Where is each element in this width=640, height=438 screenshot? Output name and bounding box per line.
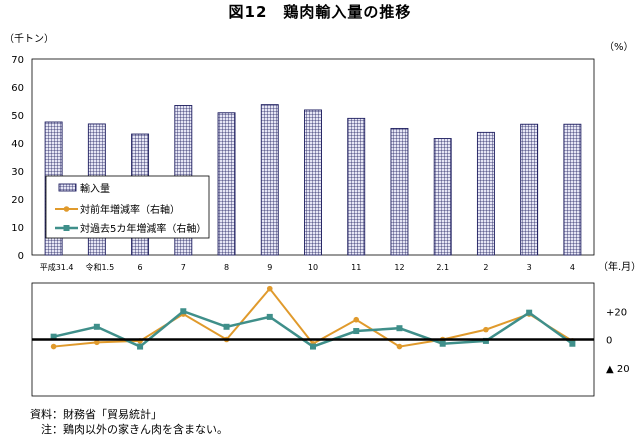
five-year-point (137, 343, 144, 350)
bar (476, 131, 495, 256)
legend-bar-label: 輸入量 (80, 182, 110, 195)
x-tick-label: 11 (351, 263, 361, 272)
legend-five-year-marker (63, 225, 70, 231)
y-tick-label: 20 (11, 195, 24, 206)
legend-yoy-label: 対前年増減率（右軸） (80, 203, 180, 216)
five-year-point (439, 340, 446, 347)
five-year-point (50, 333, 57, 340)
yoy-point (483, 326, 489, 333)
bar (390, 127, 409, 256)
x-tick-label: 8 (224, 263, 229, 272)
legend-yoy-marker (63, 206, 70, 212)
yoy-point (50, 343, 57, 350)
x-tick-label: 12 (394, 263, 404, 272)
y-tick-label: 30 (11, 167, 24, 178)
x-tick-label: 10 (308, 263, 318, 272)
five-year-point (482, 337, 489, 344)
x-tick-label: 令和1.5 (85, 262, 114, 272)
bar (304, 109, 322, 256)
bar (347, 117, 366, 256)
y-tick-label: 70 (11, 55, 24, 66)
bar (260, 104, 279, 256)
legend-five-year-label: 対過去5カ年増減率（右軸） (80, 222, 206, 235)
x-tick-label: 7 (181, 263, 186, 272)
x-tick-label: 6 (138, 263, 143, 272)
five-year-point (93, 323, 100, 330)
y-tick-label: 50 (11, 111, 24, 122)
series-line (53, 287, 573, 348)
left-axis-unit: （千トン） (4, 34, 54, 45)
right-y-tick-label: 0 (606, 336, 612, 347)
x-tick-label: 平成31.4 (40, 262, 74, 272)
five-year-point (310, 343, 316, 350)
five-year-point (569, 340, 576, 347)
x-axis-unit: （年.月） (598, 262, 640, 273)
right-y-tick-label: ▲ 20 (606, 364, 630, 375)
right-axis-unit: （%） (604, 42, 634, 53)
five-year-point (353, 328, 360, 335)
caveat-note: 注：鶏肉以外の家きん肉を含まない。 (30, 423, 228, 436)
yoy-point (266, 285, 273, 292)
y-tick-label: 60 (11, 83, 24, 94)
y-tick-label: 0 (18, 251, 24, 262)
y-tick-label: 10 (11, 223, 24, 234)
source-note: 資料：財務省「貿易統計」 (30, 408, 162, 421)
x-tick-label: 9 (267, 263, 272, 272)
x-tick-label: 4 (570, 263, 575, 272)
x-tick-label: 2.1 (436, 263, 449, 272)
y-tick-label: 40 (11, 139, 24, 150)
x-tick-label: 3 (527, 263, 532, 272)
bar (433, 138, 452, 256)
yoy-point (396, 343, 403, 350)
x-tick-label: 2 (483, 263, 488, 272)
five-year-point (266, 313, 273, 320)
five-year-point (396, 325, 403, 332)
chart-title: 図12 鶏肉輸入量の推移 (228, 3, 412, 21)
five-year-point (526, 309, 533, 316)
legend-bar-swatch (58, 183, 77, 192)
five-year-point (180, 308, 187, 315)
right-y-tick-label: +20 (606, 307, 627, 318)
five-year-point (223, 323, 230, 330)
yoy-point (94, 339, 100, 346)
bar (520, 123, 539, 256)
bar (563, 123, 582, 256)
bar (217, 112, 236, 256)
yoy-point (353, 316, 360, 323)
